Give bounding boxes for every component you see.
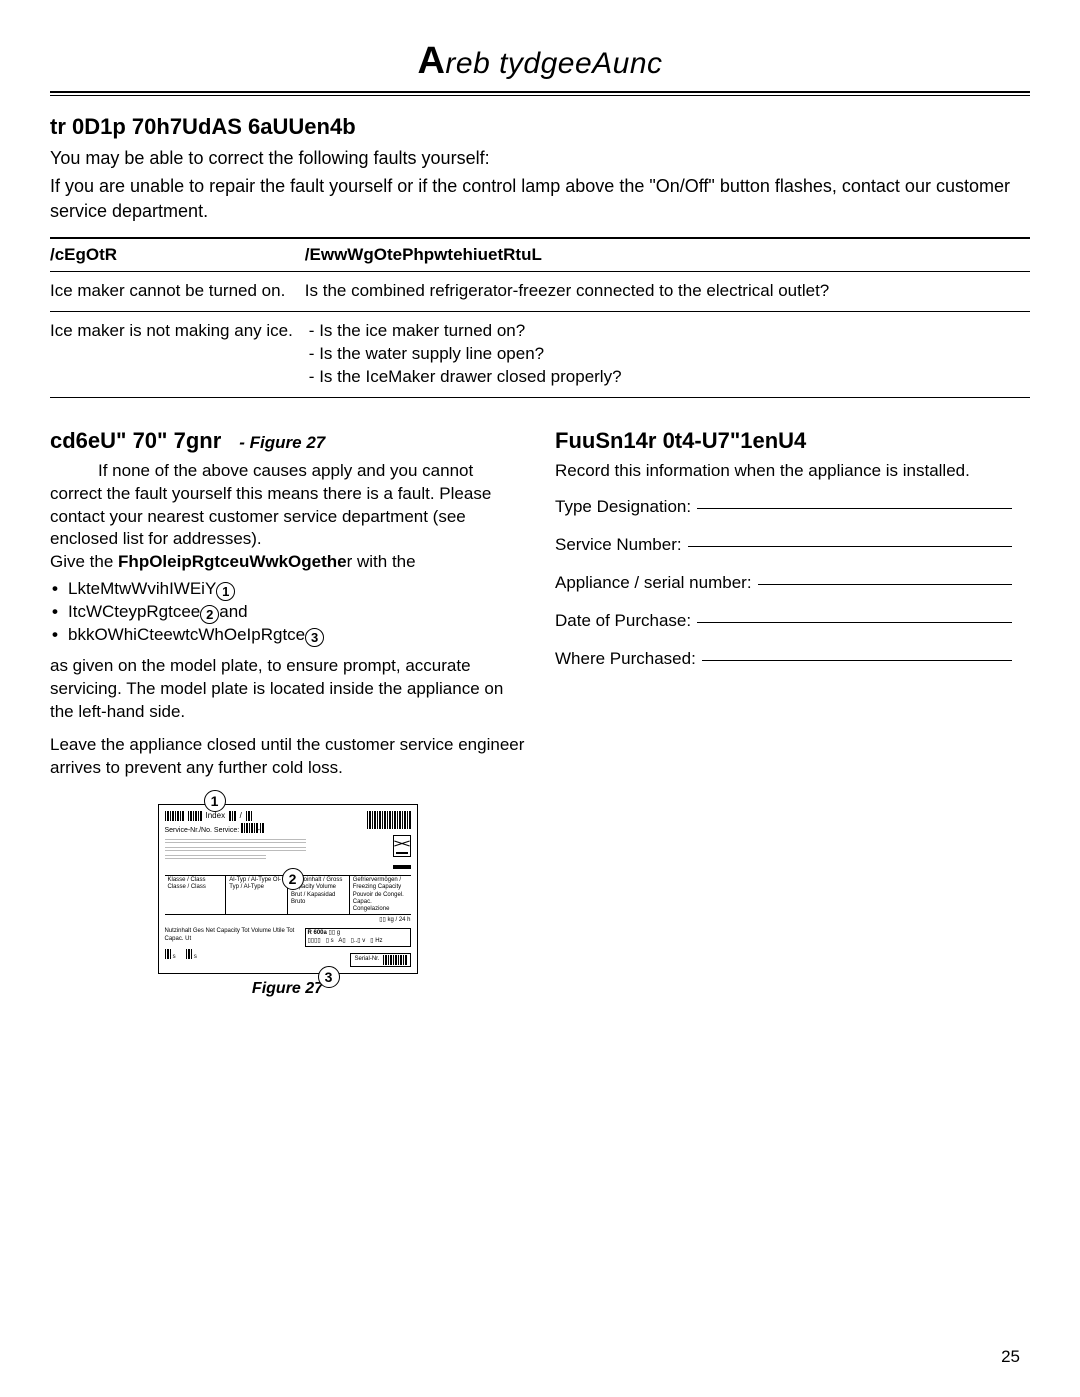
info-field: Service Number:	[555, 535, 1030, 555]
mp-col2: Al-Typ / Al-Type Ol-Typ / Al-Type	[226, 876, 288, 914]
troubleshoot-intro1: You may be able to correct the following…	[50, 146, 1030, 170]
bullet-bold: bkkOWhiCteewtcWhOeIpRgtce	[68, 625, 305, 644]
title-rest: reb tydgeeAunc	[445, 47, 662, 80]
service-heading: cd6eU" 70" 7gnr	[50, 428, 221, 454]
info-blank-line[interactable]	[702, 660, 1012, 661]
appliance-info-intro: Record this information when the applian…	[555, 460, 1030, 483]
info-field: Appliance / serial number:	[555, 573, 1030, 593]
cause-item: Is the IceMaker drawer closed properly?	[323, 366, 1022, 389]
info-label: Type Designation:	[555, 497, 691, 517]
mp-r-label: R 600a	[308, 930, 327, 936]
th-problem: /cEgOtR	[50, 238, 305, 272]
info-label: Date of Purchase:	[555, 611, 691, 631]
title-first-letter: A	[417, 40, 445, 82]
cell-problem: Ice maker is not making any ice.	[50, 311, 305, 397]
mp-bottom-left: Nutzinhalt Ges Net Capacity Tot Volume U…	[165, 928, 305, 946]
cell-cause: Is the combined refrigerator-freezer con…	[305, 271, 1030, 311]
cause-item: Is the water supply line open?	[323, 343, 1022, 366]
service-para2: as given on the model plate, to ensure p…	[50, 655, 525, 724]
mp-kg: kg / 24 h	[387, 917, 410, 923]
info-label: Service Number:	[555, 535, 682, 555]
table-row: Ice maker cannot be turned on.Is the com…	[50, 271, 1030, 311]
info-blank-line[interactable]	[758, 584, 1012, 585]
callout-1: 1	[204, 790, 226, 812]
service-bullet: LkteMtwWvihIWEiY1	[50, 578, 525, 601]
bullet-number-icon: 3	[305, 628, 324, 647]
troubleshoot-intro2: If you are unable to repair the fault yo…	[50, 174, 1030, 223]
cause-item: Is the ice maker turned on?	[323, 320, 1022, 343]
service-bullets: LkteMtwWvihIWEiY1ItcWCteypRgtcee2andbkkO…	[50, 578, 525, 647]
troubleshoot-table: /cEgOtR /EwwWgOtePhpwtehiuetRtuL Ice mak…	[50, 237, 1030, 398]
bullet-number-icon: 1	[216, 582, 235, 601]
bullet-bold: ItcWCteypRgtcee	[68, 602, 200, 621]
info-field: Type Designation:	[555, 497, 1030, 517]
bullet-suffix: and	[219, 602, 247, 621]
service-para3: Leave the appliance closed until the cus…	[50, 734, 525, 780]
figure-caption: Figure 27	[50, 980, 525, 998]
mp-service-label: Service-Nr./No. Service:	[165, 827, 240, 834]
callout-3: 3	[318, 966, 340, 988]
mp-bottom-right: R 600a ▯▯ g ▯▯▯▯ ▯ s A▯ ▯..▯ v ▯ Hz	[305, 928, 411, 946]
info-blank-line[interactable]	[688, 546, 1012, 547]
table-row: Ice maker is not making any ice.Is the i…	[50, 311, 1030, 397]
figure-27: 1 2 3 Index / Service-Nr	[50, 804, 525, 998]
title-rule	[50, 91, 1030, 96]
page-title: Areb tydgeeAunc	[50, 40, 1030, 83]
th-cause: /EwwWgOtePhpwtehiuetRtuL	[305, 238, 1030, 272]
weee-icon	[393, 835, 411, 857]
left-column: cd6eU" 70" 7gnr - Figure 27 If none of t…	[50, 428, 525, 998]
info-blank-line[interactable]	[697, 508, 1012, 509]
mp-serial: Serial-Nr.	[350, 953, 410, 967]
service-give-line: Give the FhpOleipRgtceuWwkOgether with t…	[50, 551, 525, 574]
bullet-bold: LkteMtwWvihIWEiY	[68, 579, 216, 598]
appliance-info-fields: Type Designation: Service Number: Applianc…	[555, 497, 1030, 669]
service-bullet: bkkOWhiCteewtcWhOeIpRgtce3	[50, 624, 525, 647]
give-suffix: r with the	[347, 552, 416, 571]
bullet-number-icon: 2	[200, 605, 219, 624]
info-label: Where Purchased:	[555, 649, 696, 669]
cell-cause: Is the ice maker turned on?Is the water …	[305, 311, 1030, 397]
mp-col1: Klasse / Class Classe / Class	[165, 876, 227, 914]
info-blank-line[interactable]	[697, 622, 1012, 623]
appliance-info-heading: FuuSn14r 0t4-U7"1enU4	[555, 428, 1030, 454]
callout-2: 2	[282, 868, 304, 890]
cell-problem: Ice maker cannot be turned on.	[50, 271, 305, 311]
mp-index-label: Index	[206, 811, 226, 821]
troubleshoot-heading: tr 0D1p 70h7UdAS 6aUUen4b	[50, 114, 1030, 140]
figure-ref: - Figure 27	[239, 433, 325, 453]
service-para1: If none of the above causes apply and yo…	[50, 460, 525, 552]
give-bold: FhpOleipRgtceuWwkOgethe	[118, 552, 347, 571]
info-field: Where Purchased:	[555, 649, 1030, 669]
service-bullet: ItcWCteypRgtcee2and	[50, 601, 525, 624]
page-number: 25	[1001, 1347, 1020, 1367]
right-column: FuuSn14r 0t4-U7"1enU4 Record this inform…	[555, 428, 1030, 998]
give-prefix: Give the	[50, 552, 118, 571]
info-field: Date of Purchase:	[555, 611, 1030, 631]
info-label: Appliance / serial number:	[555, 573, 752, 593]
mp-col4: Gefriervermögen / Freezing Capacity Pouv…	[350, 876, 411, 914]
